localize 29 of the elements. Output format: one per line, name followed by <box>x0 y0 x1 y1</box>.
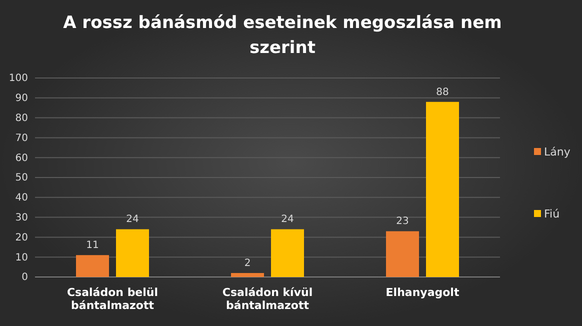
y-tick-label: 100 <box>8 73 28 84</box>
y-tick-label: 60 <box>15 152 28 164</box>
y-tick-label: 30 <box>15 212 28 224</box>
legend-label: Fiú <box>544 208 560 220</box>
legend-label: Lány <box>544 146 571 158</box>
y-tick-label: 90 <box>15 93 28 104</box>
x-tick-label: Elhanyagolt <box>386 286 460 299</box>
bar <box>76 255 109 277</box>
data-label: 2 <box>244 258 251 270</box>
x-tick-label: Családon belül bántalmazott <box>66 286 158 312</box>
data-label: 88 <box>436 86 449 98</box>
bar <box>231 273 264 277</box>
y-tick-label: 20 <box>15 232 28 244</box>
data-label: 24 <box>281 214 294 226</box>
y-tick-label: 70 <box>15 132 28 144</box>
y-tick-label: 10 <box>15 252 28 264</box>
y-tick-label: 40 <box>15 192 28 204</box>
bar <box>386 231 419 277</box>
data-label: 24 <box>126 214 139 226</box>
bar <box>426 102 459 277</box>
data-label: 23 <box>396 216 409 228</box>
y-tick-label: 0 <box>22 272 28 284</box>
y-tick-label: 80 <box>15 113 28 124</box>
bar <box>116 229 149 277</box>
y-tick-label: 50 <box>15 172 28 184</box>
x-tick-label: Családon kívül bántalmazott <box>222 286 313 312</box>
chart-title: A rossz bánásmód eseteinek megoszlása nem szerint <box>63 13 502 58</box>
bar <box>271 229 304 277</box>
data-label: 11 <box>86 240 99 252</box>
